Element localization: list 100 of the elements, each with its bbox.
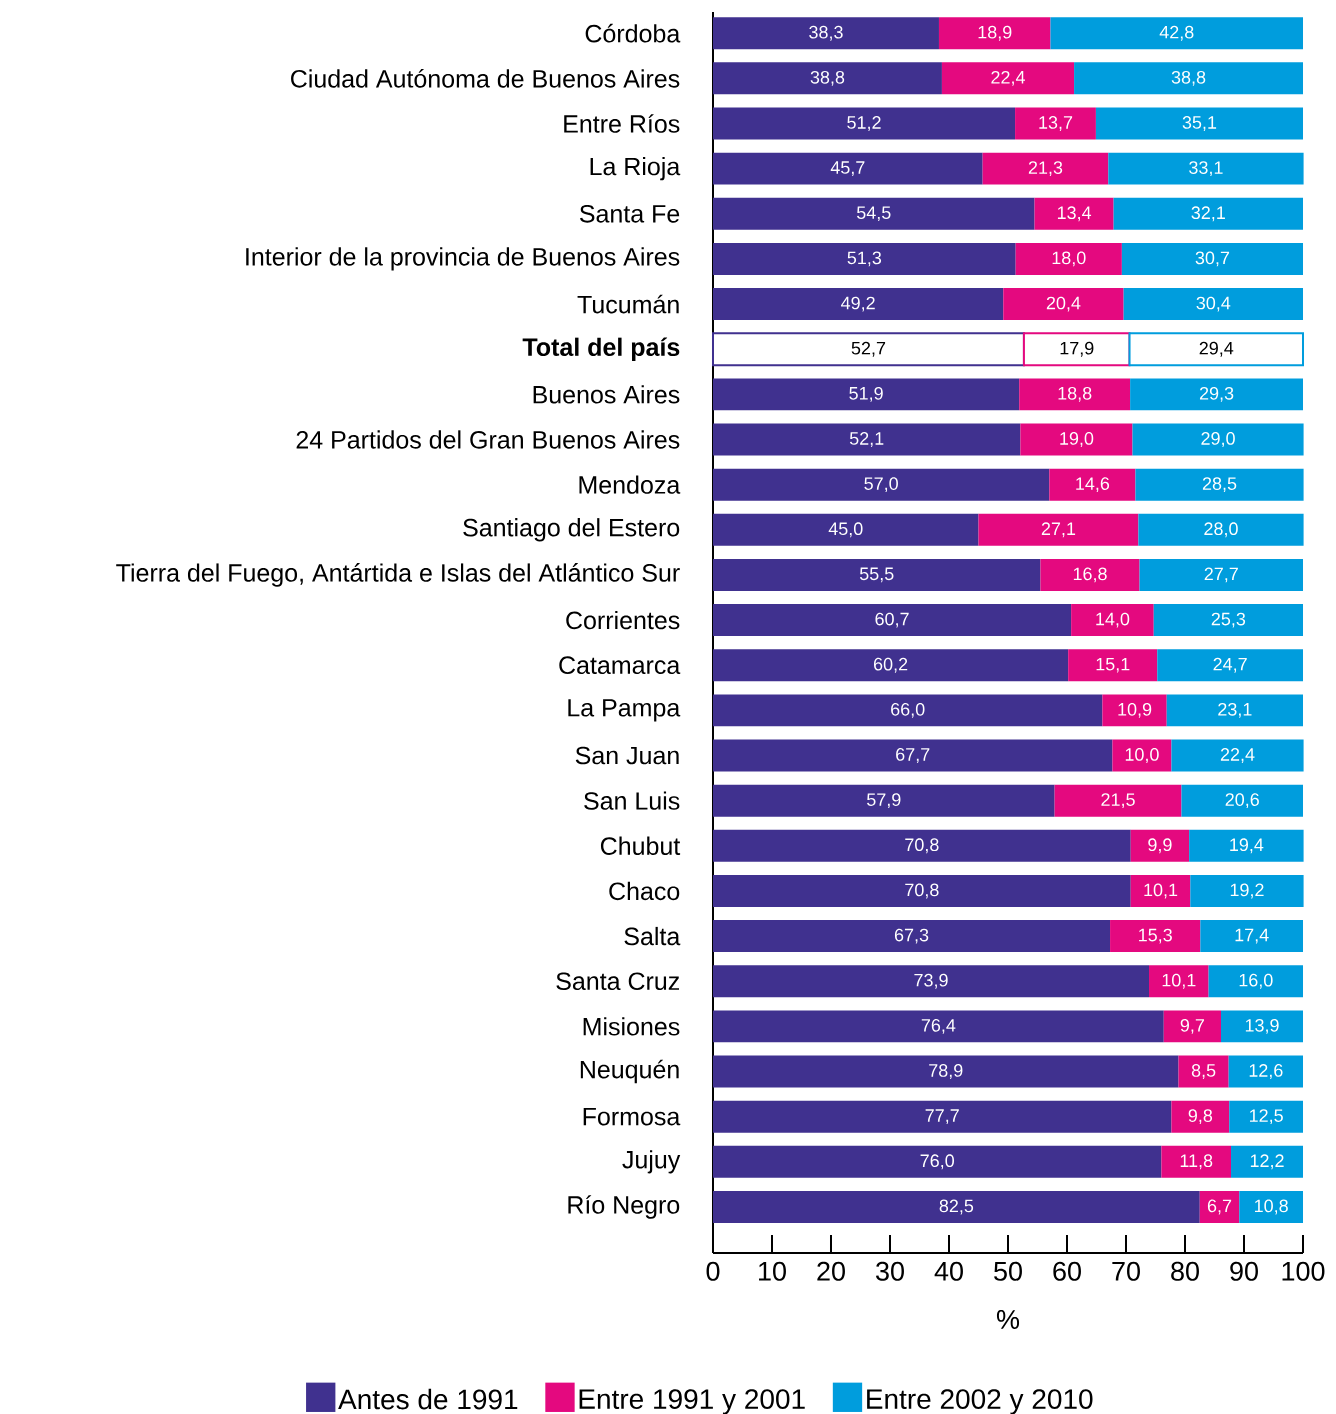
data-label: 9,9 [1148, 838, 1172, 854]
y-tick-label: Ciudad Autónoma de Buenos Aires [291, 69, 680, 88]
data-label: 49,2 [841, 296, 875, 312]
bar [713, 1145, 1162, 1178]
legend-label: Entre 2002 y 2010 [867, 1389, 1093, 1414]
bar [1049, 468, 1136, 501]
bar [1068, 649, 1158, 682]
data-label: 13,7 [1039, 116, 1073, 131]
data-label: 32,1 [1191, 206, 1225, 222]
bar [1019, 378, 1131, 411]
bar [713, 965, 1150, 998]
y-tick-label: Corrientes [566, 610, 680, 630]
bar [713, 1190, 1200, 1223]
x-tick-label: 80 [1171, 1261, 1199, 1281]
bar [1130, 378, 1303, 411]
data-label: 21,5 [1101, 793, 1135, 809]
data-label: 73,9 [914, 973, 948, 989]
data-label: 67,3 [894, 928, 929, 944]
bar [713, 468, 1050, 501]
bar [1095, 107, 1303, 140]
bar [713, 739, 1113, 772]
bar [1231, 1145, 1303, 1178]
data-label: 29,3 [1199, 386, 1234, 402]
data-label: 10,1 [1162, 973, 1196, 989]
data-label: 29,0 [1201, 432, 1235, 447]
y-tick-label: Misiones [583, 1017, 680, 1036]
bar [713, 1100, 1172, 1133]
bar [713, 649, 1069, 682]
bar [713, 784, 1055, 817]
bar [1074, 62, 1303, 95]
data-label: 12,6 [1249, 1064, 1283, 1079]
bar [713, 423, 1021, 456]
y-tick-label: Mendoza [579, 475, 681, 494]
data-label: 52,1 [849, 432, 884, 447]
data-label: 57,0 [864, 477, 898, 493]
data-label: 60,2 [873, 657, 908, 673]
bar [1110, 920, 1201, 953]
data-label: 18,8 [1058, 386, 1092, 402]
data-label: 12,5 [1249, 1109, 1283, 1125]
bar [1181, 784, 1303, 817]
bar [1054, 784, 1182, 817]
data-label: 17,9 [1060, 341, 1094, 357]
bar [1132, 423, 1304, 456]
x-tick-label: 50 [994, 1261, 1022, 1281]
y-tick-label: Neuquén [580, 1059, 679, 1084]
data-label: 22,4 [1220, 748, 1255, 763]
data-label: 66,0 [891, 702, 925, 718]
data-label: 10,9 [1118, 702, 1152, 718]
data-label: 23,1 [1218, 702, 1252, 718]
data-label: 77,7 [925, 1109, 959, 1125]
data-label: 54,5 [856, 206, 891, 222]
data-label: 18,0 [1052, 251, 1086, 267]
data-label: 16,8 [1073, 567, 1107, 583]
bar [1171, 1100, 1230, 1133]
bar [1015, 107, 1096, 140]
data-label: 38,8 [810, 70, 845, 86]
bar [1130, 829, 1190, 862]
y-tick-label: Tierra del Fuego, Antártida e Islas del Atlántico Sur [116, 563, 680, 587]
data-label: 17,4 [1235, 928, 1269, 944]
data-label: 12,2 [1250, 1154, 1284, 1170]
data-label: 10,0 [1125, 748, 1159, 763]
data-label: 28,5 [1202, 477, 1237, 493]
data-label: 27,7 [1204, 567, 1238, 583]
x-tick-label: 30 [876, 1261, 904, 1281]
y-tick-label: Chubut [600, 836, 681, 855]
bar [1139, 558, 1303, 591]
y-tick-label: Santiago del Estero [463, 518, 680, 542]
y-tick-label: Interior de la provincia de Buenos Aires [246, 247, 680, 271]
data-label: 52,7 [851, 341, 886, 357]
bar [713, 513, 979, 546]
data-label: 19,4 [1230, 838, 1264, 854]
data-label: 35,1 [1182, 116, 1217, 131]
bar [982, 152, 1109, 185]
data-label: 33,1 [1189, 161, 1223, 177]
data-label: 60,7 [875, 612, 909, 628]
bar [1135, 468, 1304, 501]
bar [713, 62, 942, 95]
data-label: 30,4 [1196, 296, 1231, 312]
data-label: 9,8 [1188, 1109, 1213, 1125]
bar [1229, 1100, 1303, 1133]
legend-label: Entre 1991 y 2001 [579, 1389, 805, 1414]
bar [1121, 242, 1303, 275]
bar [713, 107, 1016, 140]
y-tick-label: Buenos Aires [533, 385, 680, 404]
bar [1138, 513, 1304, 546]
data-label: 8,5 [1191, 1064, 1216, 1079]
bar [713, 242, 1016, 275]
bar [1149, 965, 1209, 998]
bar [1071, 604, 1154, 637]
data-label: 70,8 [905, 838, 939, 854]
bar [1200, 920, 1303, 953]
bar [1020, 423, 1133, 456]
data-label: 25,3 [1211, 612, 1246, 628]
data-label: 6,7 [1207, 1199, 1232, 1215]
data-label: 19,0 [1060, 432, 1094, 447]
bar [1040, 558, 1140, 591]
bar [1050, 17, 1303, 50]
bar [1171, 739, 1304, 772]
data-label: 18,9 [978, 25, 1012, 41]
bar [713, 829, 1131, 862]
